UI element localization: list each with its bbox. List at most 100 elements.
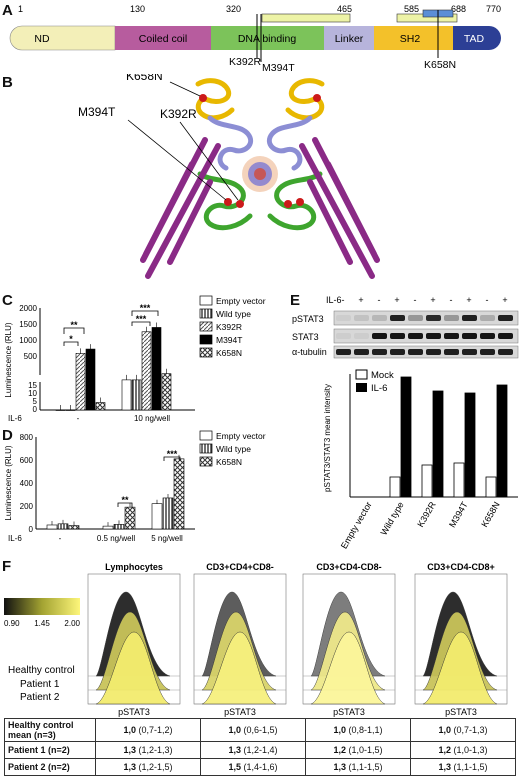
c-legend-swatch-1 [199,308,213,319]
e-il6-sign-7: + [466,295,471,305]
domain-label-coiled-coil: Coiled coil [139,33,187,45]
pos-770: 770 [486,4,501,14]
c-sig-1: ** [70,320,78,330]
panel-label-f: F [2,558,12,575]
d-legend-label-1: Wild type [216,444,251,454]
e-bar-1-1 [400,376,412,498]
col-lymphocytes: Lymphocytes [105,562,163,572]
table-cell: 1,0 (0,7-1,3) [410,718,516,742]
table-cell: 1,0 (0,8-1,1) [305,718,411,742]
band-tubulin-7 [462,349,477,355]
linker-domain-left [207,115,254,171]
table-cell-value: 1,3 [333,762,346,772]
c-sig-3: *** [140,303,151,313]
band-pstat3-3 [390,315,405,321]
d-tick-800: 800 [20,433,34,442]
panel-label-c: C [2,292,13,309]
domain-label-sh2: SH2 [400,33,421,45]
pos-1: 1 [18,4,23,14]
band-pstat3-2 [372,315,387,321]
c-legend-label-0: Empty vector [216,296,266,306]
c-bar-4-1 [161,373,172,411]
stat3-structure: K658N M394T K392R [78,74,380,279]
band-stat3-5 [426,333,441,339]
table-row-label: Patient 1 (n=2) [4,741,96,759]
histogram-1-2 [201,631,277,705]
row-label-patient1: Patient 1 [20,679,60,690]
pos-465: 465 [337,4,352,14]
pos-320: 320 [226,4,241,14]
e-bar-0-1 [389,476,401,498]
d-legend-swatch-1 [199,443,213,454]
f-xlabel-4: pSTAT3 [445,707,477,717]
e-bar-1-4 [496,384,508,498]
band-pstat3-4 [408,315,423,321]
table-cell: 1,2 (1,0-1,3) [410,741,516,759]
table-row: Healthy control mean (n=3) 1,0 (0,7-1,2) 1… [4,718,516,742]
table-cell-value: 1,2 [438,745,451,755]
blot-label-pstat3: pSTAT3 [292,314,324,324]
d-bar-2-0 [68,525,80,530]
d-group-05ng: 0.5 ng/well [97,534,135,543]
blot-label-tubulin: α-tubulin [292,347,327,357]
dna-binding-domain-left [197,171,253,231]
colorbar-mid: 1.45 [34,619,50,628]
c-legend-swatch-3 [199,334,213,345]
c-bar-2-1 [141,331,152,411]
table-cell-value: 1,0 [123,725,136,735]
c-legend-swatch-4 [199,347,213,358]
linker-domain-right [266,115,313,171]
e-il6-sign-3: + [394,295,399,305]
dna-binding-region-marker [261,13,351,23]
table-cell-range: (1,1-1,5) [346,762,383,772]
structure-label-k658n: K658N [126,74,163,83]
col-cd4: CD3+CD4+CD8- [206,562,274,572]
e-ylabel: pSTAT3/STAT3 mean intensity [323,384,332,492]
colorbar [4,598,80,615]
band-tubulin-2 [372,349,387,355]
pos-130: 130 [130,4,145,14]
table-cell-range: (1,0-1,5) [346,745,383,755]
table-cell: 1,3 (1,2-1,5) [95,758,201,776]
c-tick-15: 15 [28,381,37,390]
table-cell: 1,5 (1,4-1,6) [200,758,306,776]
e-bar-1-2 [432,390,444,498]
pointer-k392r [179,121,239,201]
e-legend-il6: IL-6 [371,383,387,394]
mutation-site-k658n-right [313,94,321,102]
c-sig-4: *** [136,314,147,324]
d-bar-2-2 [173,458,185,530]
c-group-10ng: 10 ng/well [134,414,170,423]
table-cell-range: (0,7-1,2) [136,725,173,735]
band-pstat3-8 [480,315,495,321]
d-legend-swatch-2 [199,456,213,467]
pointer-k658n [169,81,201,97]
histogram-2-2 [310,631,386,705]
c-bracket-4 [131,321,151,326]
c-bar-0-1 [121,379,132,411]
e-il6-sign-9: + [502,295,507,305]
domain-label-linker: Linker [335,33,364,45]
domain-label-nd: ND [34,33,50,45]
band-tubulin-6 [444,349,459,355]
table-cell-value: 1,2 [333,745,346,755]
c-legend-label-3: M394T [216,335,242,345]
d-ylabel: Luminescence (RLU) [4,445,13,520]
table-cell: 1,2 (1,0-1,5) [305,741,411,759]
d-legend-label-0: Empty vector [216,431,266,441]
c-bar-3-1 [151,327,162,411]
panel-label-a: A [2,2,13,19]
coiled-coil-left [140,137,221,279]
panel-label-e: E [290,292,301,309]
dna-binding-domain-right [267,171,323,231]
table-cell: 1,3 (1,1-1,5) [305,758,411,776]
d-tick-0: 0 [29,525,34,534]
c-legend-label-1: Wild type [216,309,251,319]
band-pstat3-0 [336,315,351,321]
table-cell-value: 1,0 [333,725,346,735]
f-xlabel-2: pSTAT3 [224,707,256,717]
e-il6-sign-2: - [378,295,381,305]
panel-label-b: B [2,74,13,91]
d-bar-0-1 [102,525,114,530]
e-il6-label: IL-6 [326,295,342,305]
